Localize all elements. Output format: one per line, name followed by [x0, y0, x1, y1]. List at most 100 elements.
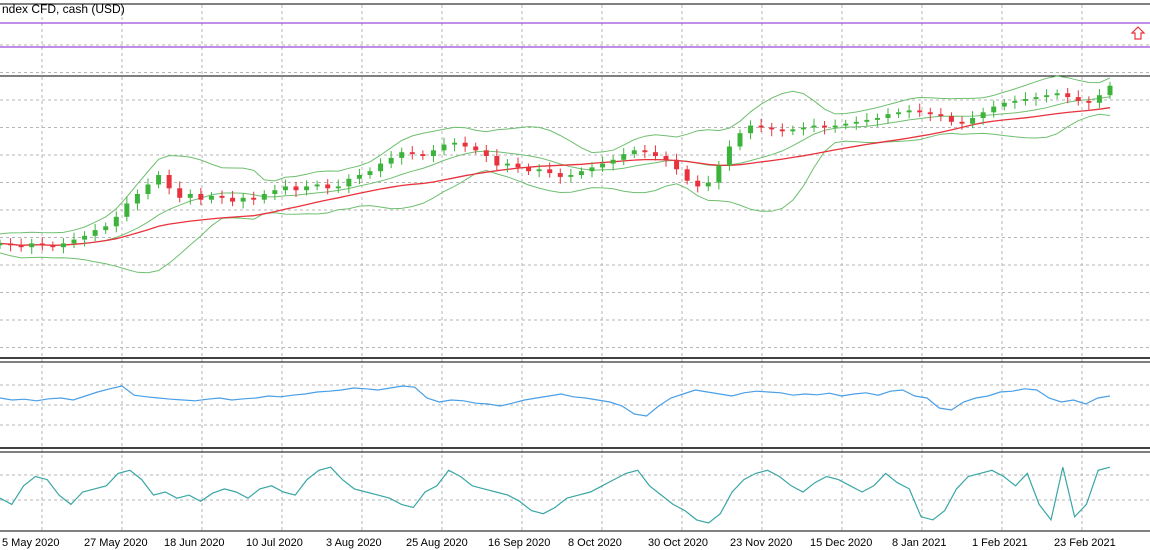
candle-body [1033, 97, 1039, 99]
candle-body [568, 175, 574, 177]
x-tick-label: 25 Aug 2020 [406, 537, 468, 549]
candle-body [39, 243, 45, 246]
candle-body [504, 163, 510, 166]
candle-body [1022, 99, 1028, 101]
candle-body [748, 125, 754, 134]
chart-title: ndex CFD, cash (USD) [2, 2, 125, 16]
candle-body [388, 157, 394, 164]
candle-body [50, 245, 56, 248]
candle-body [874, 118, 880, 120]
candle-body [82, 235, 88, 240]
candle-body [1107, 85, 1113, 96]
candle-body [409, 152, 415, 155]
candle-body [631, 150, 637, 155]
candle-body [716, 165, 722, 183]
candle-body [483, 150, 489, 156]
candle-body [1065, 93, 1071, 98]
candle-body [113, 216, 119, 227]
candle-body [103, 226, 109, 231]
candle-body [515, 163, 521, 168]
x-tick-label: 30 Oct 2020 [648, 537, 708, 549]
candle-body [60, 243, 66, 248]
candle-body [92, 230, 98, 236]
candle-body [124, 203, 130, 217]
candle-body [240, 197, 246, 202]
candle-body [156, 175, 162, 185]
candle-body [177, 188, 183, 198]
candle-body [314, 184, 320, 187]
candle-body [198, 194, 204, 200]
candle-body [769, 127, 775, 130]
candle-body [864, 119, 870, 122]
candle-body [536, 169, 542, 172]
up-arrow-icon[interactable] [1130, 26, 1146, 40]
candle-body [790, 129, 796, 132]
candle-body [600, 163, 606, 168]
candle-body [737, 133, 743, 147]
candle-body [906, 110, 912, 113]
candle-body [282, 186, 288, 191]
candle-body [272, 190, 278, 194]
candle-body [187, 194, 193, 198]
x-tick-label: 27 May 2020 [84, 537, 148, 549]
candle-body [1075, 97, 1081, 101]
candle-body [578, 171, 584, 175]
candle-body [758, 125, 764, 128]
candle-body [642, 150, 648, 153]
candle-body [18, 245, 24, 248]
candle-body [473, 146, 479, 151]
candle-body [610, 159, 616, 164]
x-tick-label: 15 Dec 2020 [810, 537, 872, 549]
candle-body [420, 154, 426, 156]
bollinger-lower-line [0, 113, 1111, 274]
candle-body [134, 194, 140, 204]
x-tick-label: 23 Feb 2021 [1054, 537, 1116, 549]
x-tick-label: 3 Aug 2020 [326, 537, 382, 549]
level-lines[interactable] [0, 22, 1150, 48]
candle-body [1012, 100, 1018, 103]
x-tick-label: 16 Sep 2020 [488, 537, 550, 549]
oscillator-1-line [0, 385, 1111, 417]
candle-body [452, 142, 458, 145]
candle-body [822, 125, 828, 128]
candle-body [674, 159, 680, 170]
candle-body [293, 186, 299, 191]
candle-body [1096, 95, 1102, 103]
candle-body [557, 173, 563, 177]
x-tick-label: 10 Jul 2020 [246, 537, 303, 549]
candle-body [378, 163, 384, 172]
candle-body [917, 110, 923, 113]
candle-body [0, 243, 3, 246]
candle-body [853, 121, 859, 124]
candle-body [948, 116, 954, 122]
candle-body [726, 146, 732, 166]
candle-body [71, 239, 77, 244]
candle-body [430, 150, 436, 156]
candle-body [399, 152, 405, 158]
bollinger-upper-line [0, 75, 1111, 235]
indicator-overlays [0, 75, 1111, 274]
candle-body [230, 197, 236, 202]
candle-body [8, 243, 14, 246]
x-tick-label: 8 Jan 2021 [892, 537, 946, 549]
x-axis-labels: 5 May 2020 27 May 2020 18 Jun 2020 10 Jul 2… [2, 537, 1116, 549]
candle-body [219, 195, 225, 198]
candle-body [251, 197, 257, 200]
candle-body [346, 178, 352, 187]
candle-body [970, 118, 976, 124]
panel-separators [0, 3, 1150, 532]
candle-body [261, 194, 267, 200]
candle-body [1044, 95, 1050, 98]
candle-body [367, 171, 373, 175]
candle-body [621, 154, 627, 160]
x-tick-label: 18 Jun 2020 [164, 537, 225, 549]
candle-body [800, 127, 806, 130]
candle-body [208, 195, 214, 200]
candle-body [304, 186, 310, 191]
candle-body [980, 112, 986, 118]
candle-body [145, 184, 151, 194]
candle-body [494, 156, 500, 166]
candle-body [885, 114, 891, 118]
x-tick-label: 23 Nov 2020 [730, 537, 792, 549]
